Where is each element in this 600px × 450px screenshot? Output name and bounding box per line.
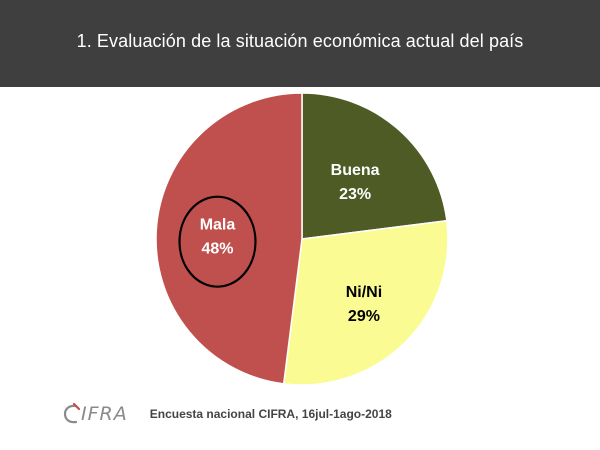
highlight-circle	[178, 195, 257, 288]
cifra-logo-icon	[63, 403, 80, 424]
cifra-logo: IFRA	[62, 402, 128, 426]
logo-text: IFRA	[81, 403, 128, 425]
title-bar: 1. Evaluación de la situación económica …	[0, 0, 600, 87]
pie-slice-buena	[301, 92, 448, 240]
slice-label-name: Mala	[200, 217, 236, 234]
footer: IFRA Encuesta nacional CIFRA, 16jul-1ago…	[62, 402, 392, 426]
slice-label-name: Buena	[331, 162, 380, 179]
pie-slice-ni-ni	[282, 219, 449, 386]
slice-label-value: 48%	[201, 241, 233, 258]
slice-label-value: 23%	[339, 186, 371, 203]
source-note: Encuesta nacional CIFRA, 16jul-1ago-2018	[149, 407, 392, 421]
slice-label-value: 29%	[348, 308, 380, 325]
pie-slice-mala	[155, 92, 303, 385]
chart-title: 1. Evaluación de la situación económica …	[76, 31, 524, 51]
slice-label-name: Ni/Ni	[346, 284, 382, 301]
